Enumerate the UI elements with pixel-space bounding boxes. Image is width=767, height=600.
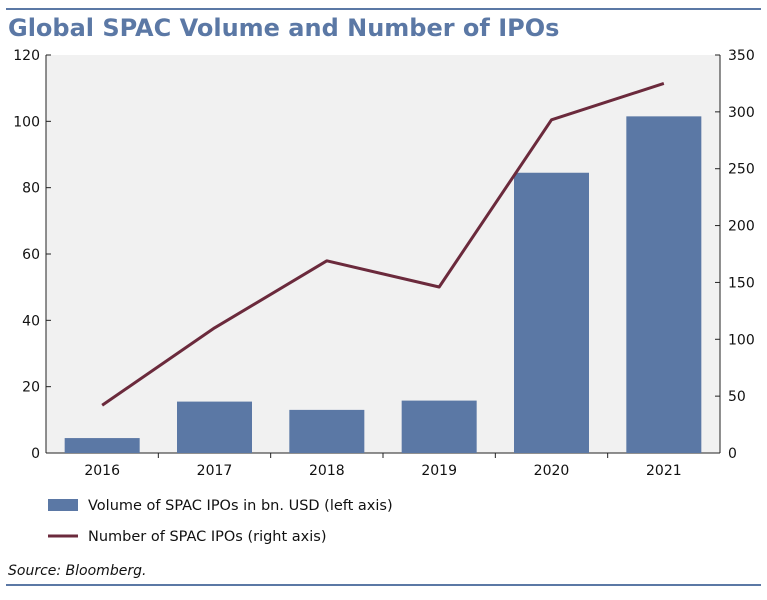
x-axis-tick-label: 2019 (421, 463, 457, 479)
left-axis-tick-label: 60 (22, 247, 40, 263)
x-axis-tick-label: 2020 (534, 463, 570, 479)
left-axis-tick-label: 0 (31, 446, 40, 462)
right-axis-tick-label: 300 (728, 105, 755, 121)
left-axis-tick-label: 80 (22, 181, 40, 197)
bar-2021 (626, 116, 702, 453)
left-axis-tick-label: 100 (13, 114, 40, 130)
bar-2019 (401, 400, 477, 453)
bar-2016 (64, 438, 140, 453)
left-axis-tick-label: 20 (22, 380, 40, 396)
source-note: Source: Bloomberg. (8, 563, 147, 579)
right-axis-tick-label: 250 (728, 162, 755, 178)
right-axis-tick-label: 200 (728, 219, 755, 235)
bottom-rule (6, 584, 761, 586)
chart: 0 20 40 60 80 100 120 0 50 100 150 200 250 300 350 2016… (13, 48, 755, 545)
right-axis-tick-label: 150 (728, 275, 755, 291)
left-axis-tick-label: 120 (13, 48, 40, 64)
top-rule (6, 8, 761, 10)
bar-2018 (289, 409, 365, 453)
bar-2017 (177, 401, 252, 453)
right-axis-tick-label: 100 (728, 332, 755, 348)
line-series-number-of-ipos (101, 82, 665, 407)
left-axis-tick-label: 40 (22, 313, 40, 329)
right-axis-tick-label: 50 (728, 389, 746, 405)
legend-swatch-volume (48, 499, 78, 511)
x-axis-tick-label: 2016 (84, 463, 120, 479)
x-axis-tick-label: 2018 (309, 463, 345, 479)
right-axis-tick-label: 350 (728, 48, 755, 64)
x-axis-tick-label: 2017 (197, 463, 233, 479)
bar-2020 (514, 172, 589, 453)
chart-title: Global SPAC Volume and Number of IPOs (8, 14, 560, 42)
legend-label-number: Number of SPAC IPOs (right axis) (88, 529, 327, 545)
plot-area (46, 55, 720, 453)
legend-label-volume: Volume of SPAC IPOs in bn. USD (left axi… (88, 498, 393, 514)
x-axis-tick-label: 2021 (646, 463, 682, 479)
right-axis-tick-label: 0 (728, 446, 737, 462)
